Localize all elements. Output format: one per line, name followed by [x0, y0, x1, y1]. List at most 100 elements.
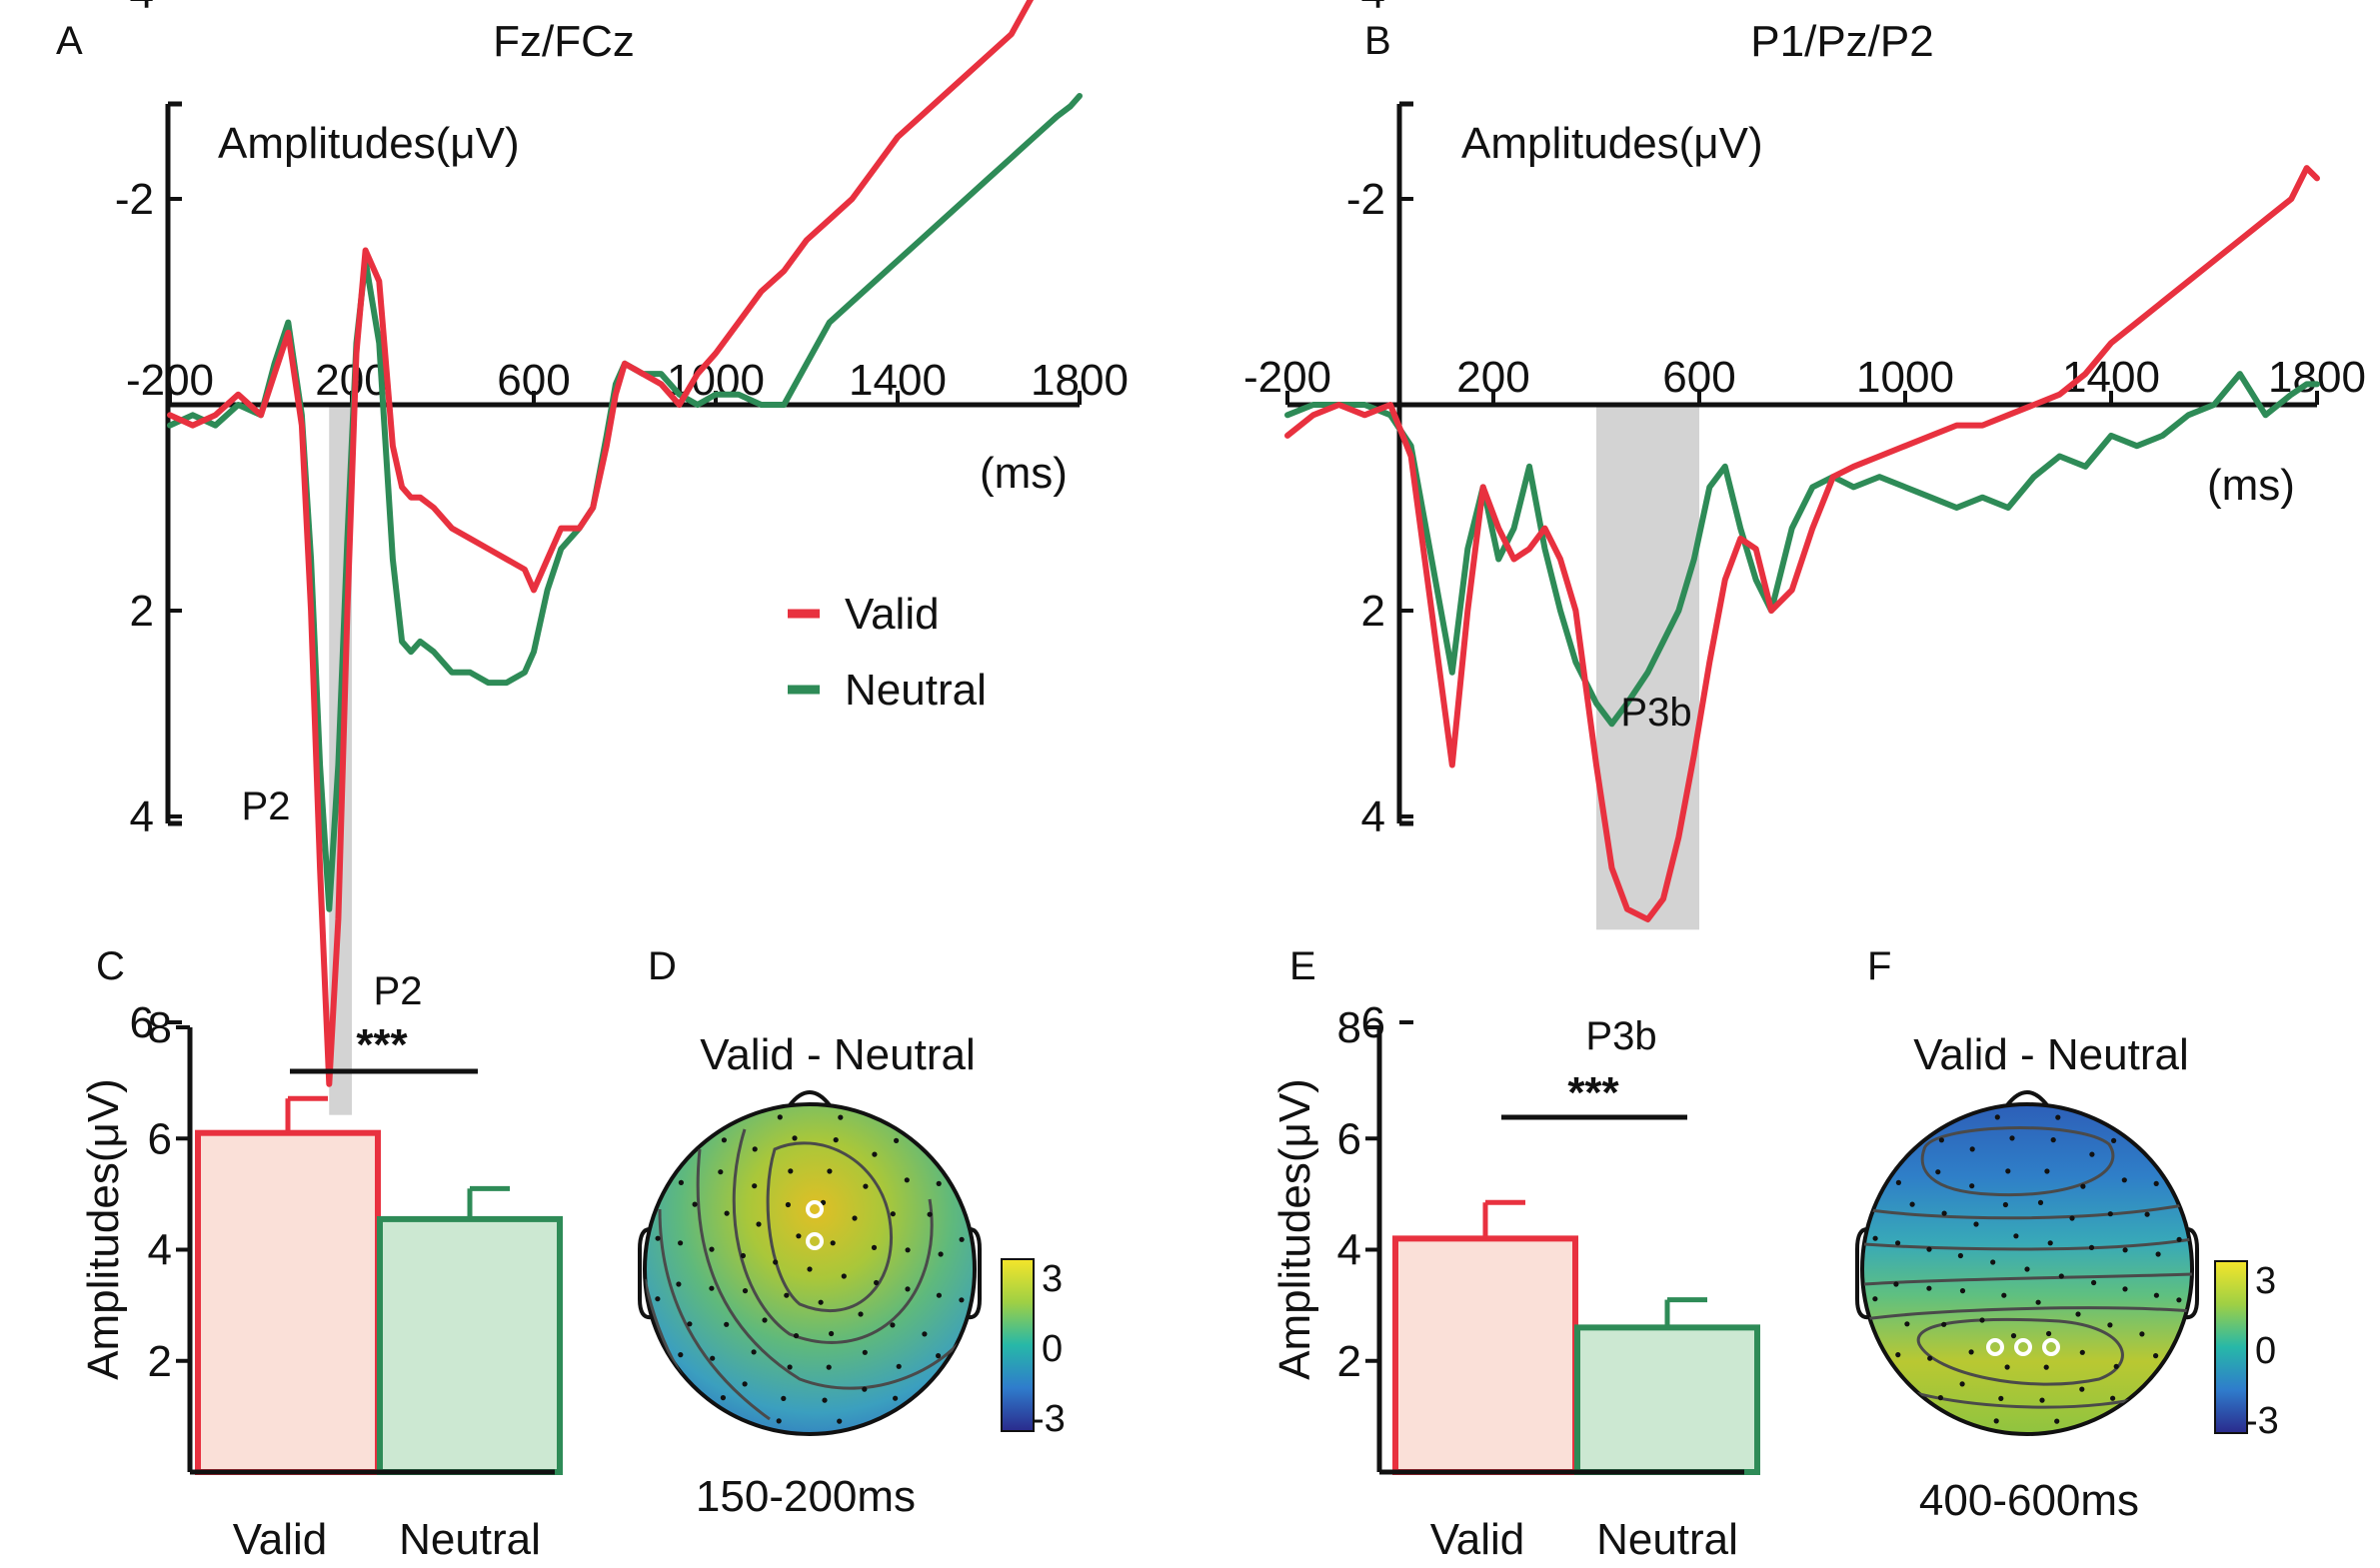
legend: Valid Neutral: [788, 590, 987, 715]
panel-d-title: Valid - Neutral: [700, 1030, 976, 1079]
electrode-dot: [2122, 1286, 2128, 1292]
electrode-dot: [959, 1236, 965, 1242]
electrode-dot: [776, 1418, 782, 1424]
x-tick-label: 600: [497, 356, 570, 405]
electrode-dot: [1968, 1349, 1974, 1355]
panel-c-ylabel: Amplitudes(μV): [79, 1078, 128, 1380]
electrode-dot: [2079, 1386, 2085, 1392]
electrode-dot: [2013, 1233, 2019, 1239]
electrode-dot: [2035, 1299, 2041, 1305]
electrode-dot: [896, 1363, 902, 1369]
electrode-dot: [922, 1331, 928, 1337]
x-tick-label: 1000: [1856, 353, 1954, 402]
electrode-dot: [1895, 1179, 1901, 1185]
electrode-dot: [676, 1281, 682, 1287]
panel-a-component-label: P2: [242, 784, 291, 828]
electrode-dot: [1909, 1201, 1915, 1207]
x-tick-label: 1800: [1031, 356, 1129, 405]
panel-a-xlabel: (ms): [980, 449, 1068, 498]
electrode-dot: [787, 1364, 793, 1370]
electrode-dot: [2144, 1211, 2150, 1217]
electrode-dot: [1959, 1381, 1965, 1387]
y-tick-label: 6: [1337, 1114, 1361, 1163]
electrode-dot: [785, 1201, 792, 1208]
electrode-dot: [837, 1418, 843, 1424]
panel-a-title: Fz/FCz: [493, 17, 635, 66]
panel-a-letter: A: [56, 19, 83, 63]
electrode-dot: [1895, 1240, 1901, 1246]
electrode-dot: [655, 1296, 661, 1302]
electrode-dot: [822, 1397, 828, 1403]
y-tick-label: 8: [1337, 1003, 1361, 1052]
electrode-dot: [807, 1266, 813, 1272]
electrode-dot: [710, 1355, 716, 1361]
bar-valid: [1392, 1235, 1578, 1475]
electrode-dot: [756, 1221, 762, 1227]
electrode-dot: [784, 1292, 790, 1298]
x-tick-label: -200: [1243, 353, 1331, 402]
series-line-valid: [1284, 165, 2320, 922]
electrode-dot: [2122, 1247, 2128, 1253]
electrode-dot: [862, 1386, 868, 1392]
electrode-dot: [1938, 1137, 1944, 1143]
electrode-dot: [818, 1299, 824, 1305]
x-tick-label: 600: [1662, 353, 1735, 402]
electrode-dot: [2039, 1397, 2045, 1403]
electrode-dot: [2069, 1215, 2075, 1221]
electrode-dot: [2079, 1349, 2085, 1355]
electrode-dot: [1893, 1281, 1899, 1287]
electrode-dot: [2153, 1292, 2159, 1298]
electrode-dot: [2153, 1180, 2159, 1186]
electrode-dot: [833, 1137, 839, 1143]
y-tick-label: -2: [1346, 175, 1385, 224]
electrode-dot: [2088, 1244, 2095, 1250]
y-tick-label: 8: [148, 1003, 172, 1052]
series-line-neutral: [1284, 371, 2320, 728]
electrode-dot: [2009, 1135, 2015, 1141]
electrode-dot: [740, 1252, 747, 1259]
electrode-dot: [709, 1246, 715, 1252]
y-tick-label: 2: [1337, 1337, 1361, 1386]
electrode-dot: [2075, 1311, 2081, 1317]
panel-b-title: P1/Pz/P2: [1750, 17, 1933, 66]
electrode-dot: [762, 1317, 768, 1323]
electrode-dot: [852, 1215, 858, 1221]
electrode-dot: [678, 1352, 684, 1358]
panel-c-title: P2: [374, 969, 423, 1013]
electrode-dot: [2055, 1114, 2061, 1120]
electrode-dot: [1941, 1321, 1947, 1327]
electrode-dot: [1957, 1252, 1963, 1259]
x-tick-label: 1800: [2268, 353, 2366, 402]
electrode-dot: [862, 1349, 868, 1355]
electrode-dot: [1969, 1183, 1975, 1189]
colorbar-tick: 0: [1042, 1328, 1063, 1370]
electrode-dot: [752, 1146, 758, 1152]
panel-d-time-window: 150-200ms: [696, 1472, 916, 1521]
electrode-dot: [1969, 1146, 1975, 1152]
electrode-dot: [2091, 1279, 2097, 1286]
series-line-neutral: [167, 93, 1083, 912]
y-tick-label: -2: [115, 175, 154, 224]
electrode-dot: [1990, 1259, 1996, 1265]
electrode-dot: [1926, 1285, 1932, 1291]
electrode-dot: [678, 1179, 685, 1185]
electrode-dot: [827, 1168, 833, 1174]
category-label: Valid: [233, 1515, 328, 1564]
electrode-dot: [752, 1183, 758, 1189]
selected-electrode-marker: [2014, 1338, 2032, 1356]
electrode-dot: [2005, 1168, 2011, 1174]
electrode-dot: [905, 1286, 911, 1292]
electrode-dot: [2107, 1322, 2113, 1328]
electrode-dot: [1998, 1395, 2004, 1401]
electrode-dot: [829, 1330, 835, 1337]
electrode-dot: [796, 1233, 802, 1239]
electrode-dot: [1935, 1169, 1941, 1175]
electrode-dot: [905, 1247, 911, 1253]
panel-b-ylabel: Amplitudes(μV): [1461, 119, 1763, 168]
colorbar-tick: 3: [2255, 1260, 2276, 1302]
electrode-dot: [2024, 1266, 2030, 1272]
electrode-dot: [874, 1279, 880, 1286]
y-tick-label: 4: [1337, 1226, 1361, 1275]
bar-neutral: [377, 1215, 563, 1475]
